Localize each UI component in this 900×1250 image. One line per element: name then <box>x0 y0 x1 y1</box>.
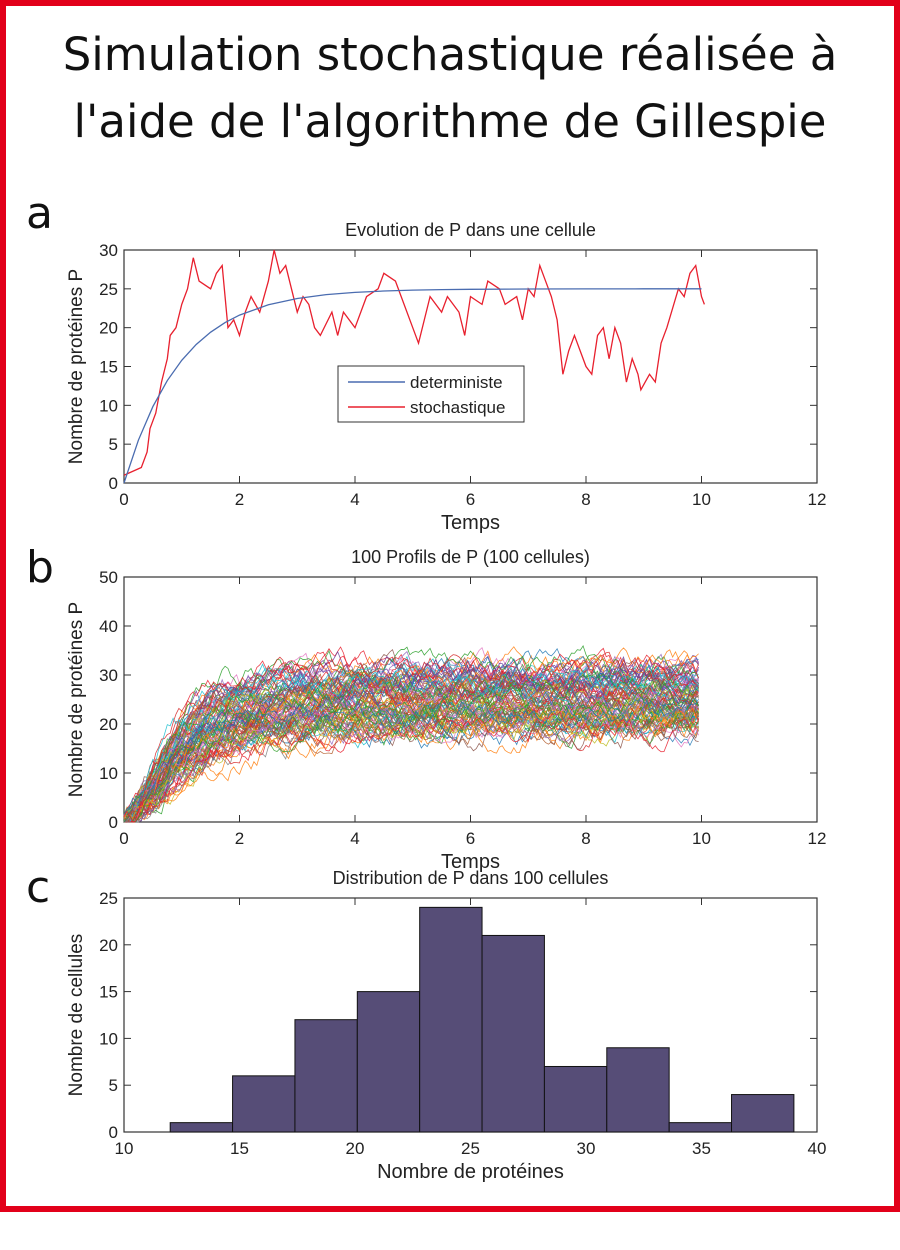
profile-line <box>123 711 699 823</box>
profile-line <box>123 644 699 821</box>
y-tick-label: 20 <box>99 319 118 338</box>
y-tick-label: 20 <box>99 715 118 734</box>
series-deterministe <box>123 288 702 484</box>
x-axis-label: Temps <box>441 851 500 873</box>
profile-line <box>123 693 699 820</box>
histogram-bar <box>668 1122 733 1133</box>
y-tick-label: 30 <box>99 241 118 260</box>
x-tick-label: 4 <box>350 829 359 848</box>
profile-line <box>124 687 699 823</box>
panel-label-a: a <box>26 188 53 239</box>
profile-line <box>123 655 699 823</box>
x-tick-label: 15 <box>230 1139 249 1158</box>
title-line-1: Simulation stochastique réalisée à <box>62 28 838 81</box>
y-tick-label: 15 <box>99 983 118 1002</box>
x-tick-label: 6 <box>466 829 475 848</box>
y-tick-label: 5 <box>109 1076 118 1095</box>
profile-line <box>124 651 699 823</box>
x-tick-label: 8 <box>581 829 590 848</box>
series-stochastique <box>123 249 705 476</box>
profile-line <box>123 650 699 823</box>
x-tick-label: 0 <box>119 829 128 848</box>
histogram-bar <box>356 991 421 1133</box>
histogram-bar <box>606 1047 670 1133</box>
histogram-bar <box>294 1019 358 1133</box>
x-axis-label: Nombre de protéines <box>377 1161 564 1183</box>
y-tick-label: 40 <box>99 617 118 636</box>
histogram-bar <box>232 1075 296 1133</box>
chart-a: 0 2 4 6 8 10 12 0 5 10 15 20 25 30 Evolution de P dans… <box>66 220 826 534</box>
y-tick-label: 0 <box>109 813 118 832</box>
chart-title: Evolution de P dans une cellule <box>345 220 596 240</box>
y-tick-label: 0 <box>109 1123 118 1142</box>
y-tick-label: 5 <box>109 435 118 454</box>
x-tick-label: 4 <box>350 490 359 509</box>
y-axis-label: Nombre de cellules <box>66 934 87 1097</box>
panel-label-b: b <box>26 542 54 593</box>
x-tick-label: 20 <box>346 1139 365 1158</box>
y-tick-label: 15 <box>99 358 118 377</box>
chart-title: Distribution de P dans 100 cellules <box>333 868 609 888</box>
panel-label-c: c <box>26 862 51 913</box>
y-axis-label: Nombre de protéines P <box>66 269 87 464</box>
profile-line <box>123 651 699 818</box>
y-tick-label: 25 <box>99 889 118 908</box>
chart-c: 10 15 20 25 30 35 40 0 5 10 15 20 25 Distribution de … <box>66 868 826 1183</box>
x-axis-label: Temps <box>441 512 500 534</box>
x-tick-label: 10 <box>692 829 711 848</box>
x-tick-label: 30 <box>577 1139 596 1158</box>
red-frame <box>0 0 900 1212</box>
chart-b: 0 2 4 6 8 10 12 0 10 20 30 40 50 100 Profils de P (10… <box>66 547 826 873</box>
x-tick-label: 10 <box>115 1139 134 1158</box>
y-tick-label: 10 <box>99 764 118 783</box>
histogram-bar <box>481 934 545 1133</box>
histogram-bar <box>169 1122 234 1133</box>
x-tick-label: 2 <box>235 490 244 509</box>
legend-label-stochastique: stochastique <box>410 398 505 417</box>
x-tick-label: 25 <box>461 1139 480 1158</box>
x-tick-label: 35 <box>692 1139 711 1158</box>
x-tick-label: 8 <box>581 490 590 509</box>
x-tick-label: 2 <box>235 829 244 848</box>
profile-line <box>123 646 699 823</box>
histogram-bar <box>543 1065 608 1133</box>
profile-line <box>123 711 699 821</box>
profile-line <box>123 698 699 815</box>
y-tick-label: 20 <box>99 936 118 955</box>
histogram-bar <box>419 906 483 1133</box>
legend-box <box>337 365 525 423</box>
x-tick-label: 40 <box>808 1139 827 1158</box>
y-tick-label: 50 <box>99 568 118 587</box>
chart-title: 100 Profils de P (100 cellules) <box>351 547 590 567</box>
profile-line <box>123 683 699 823</box>
y-tick-label: 0 <box>109 474 118 493</box>
x-tick-label: 12 <box>808 829 827 848</box>
x-tick-label: 6 <box>466 490 475 509</box>
x-tick-label: 10 <box>692 490 711 509</box>
x-tick-label: 12 <box>808 490 827 509</box>
y-tick-label: 10 <box>99 1029 118 1048</box>
y-tick-label: 30 <box>99 666 118 685</box>
histogram-bar <box>731 1094 795 1133</box>
profile-line <box>123 671 699 820</box>
profile-line <box>123 649 699 823</box>
profile-line <box>124 712 699 823</box>
profile-line <box>124 667 699 823</box>
y-axis-label: Nombre de protéines P <box>66 602 87 797</box>
legend-label-deterministe: deterministe <box>410 373 503 392</box>
y-tick-label: 10 <box>99 396 118 415</box>
y-tick-label: 25 <box>99 280 118 299</box>
title-line-2: l'aide de l'algorithme de Gillespie <box>73 95 827 148</box>
legend: deterministe stochastique <box>337 365 525 423</box>
x-tick-label: 0 <box>119 490 128 509</box>
